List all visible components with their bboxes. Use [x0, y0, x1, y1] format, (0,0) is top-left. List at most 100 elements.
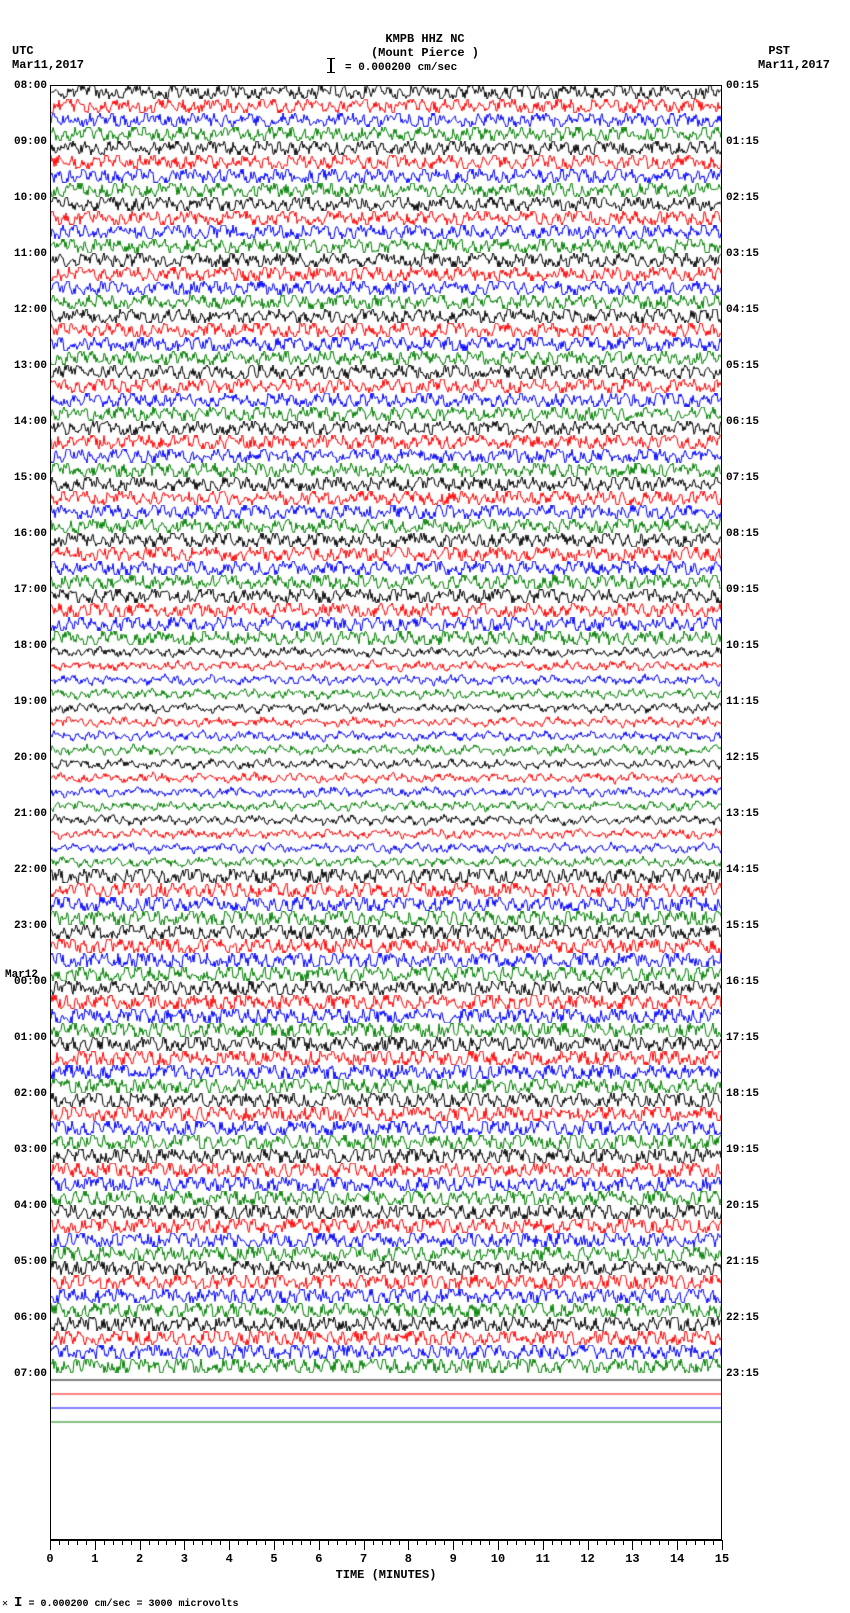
trace-canvas [50, 1065, 722, 1079]
trace-canvas [50, 967, 722, 981]
x-major-tick [319, 1540, 320, 1550]
trace-canvas [50, 1219, 722, 1233]
x-major-tick [677, 1540, 678, 1550]
x-minor-tick [238, 1540, 239, 1545]
utc-hour-label: 11:00 [5, 248, 47, 260]
pst-hour-label: 13:15 [726, 808, 759, 820]
trace-row [50, 463, 722, 477]
x-minor-tick [471, 1540, 472, 1545]
trace-canvas [50, 1121, 722, 1135]
pst-hour-label: 16:15 [726, 976, 759, 988]
trace-canvas [50, 631, 722, 645]
trace-row [50, 1303, 722, 1317]
x-minor-tick [713, 1540, 714, 1545]
utc-hour-label: 17:00 [5, 584, 47, 596]
x-minor-tick [131, 1540, 132, 1545]
trace-row [50, 295, 722, 309]
trace-row [50, 841, 722, 855]
x-major-tick [543, 1540, 544, 1550]
trace-row [50, 1079, 722, 1093]
trace-row [50, 869, 722, 883]
x-minor-tick [202, 1540, 203, 1545]
trace-canvas [50, 603, 722, 617]
trace-canvas [50, 897, 722, 911]
trace-canvas [50, 729, 722, 743]
pst-hour-label: 07:15 [726, 472, 759, 484]
trace-canvas [50, 463, 722, 477]
x-minor-tick [310, 1540, 311, 1545]
x-minor-tick [256, 1540, 257, 1545]
x-tick-label: 1 [91, 1552, 98, 1566]
trace-canvas [50, 575, 722, 589]
trace-row [50, 351, 722, 365]
x-axis-line [50, 1540, 722, 1541]
trace-canvas [50, 827, 722, 841]
trace-canvas [50, 1261, 722, 1275]
trace-row [50, 127, 722, 141]
x-minor-tick [86, 1540, 87, 1545]
x-minor-tick [175, 1540, 176, 1545]
trace-row [50, 421, 722, 435]
x-minor-tick [462, 1540, 463, 1545]
trace-row [50, 1261, 722, 1275]
trace-canvas [50, 1205, 722, 1219]
trace-canvas [50, 323, 722, 337]
pst-hour-label: 22:15 [726, 1312, 759, 1324]
trace-row [50, 281, 722, 295]
pst-hour-label: 23:15 [726, 1368, 759, 1380]
trace-row [50, 1317, 722, 1331]
trace-canvas [50, 1191, 722, 1205]
trace-row [50, 645, 722, 659]
pst-hour-label: 00:15 [726, 80, 759, 92]
trace-canvas [50, 337, 722, 351]
trace-canvas [50, 379, 722, 393]
trace-canvas [50, 407, 722, 421]
trace-canvas [50, 267, 722, 281]
trace-canvas [50, 253, 722, 267]
trace-canvas [50, 1009, 722, 1023]
trace-row [50, 309, 722, 323]
x-minor-tick [122, 1540, 123, 1545]
x-tick-label: 12 [580, 1552, 594, 1566]
trace-row [50, 911, 722, 925]
trace-canvas [50, 477, 722, 491]
trace-row [50, 939, 722, 953]
trace-row [50, 365, 722, 379]
x-minor-tick [435, 1540, 436, 1545]
x-minor-tick [399, 1540, 400, 1545]
x-major-tick [588, 1540, 589, 1550]
scale-text: = 0.000200 cm/sec [345, 62, 457, 74]
x-minor-tick [283, 1540, 284, 1545]
trace-canvas [50, 869, 722, 883]
trace-row [50, 897, 722, 911]
trace-row [50, 687, 722, 701]
x-minor-tick [158, 1540, 159, 1545]
pst-hour-label: 12:15 [726, 752, 759, 764]
trace-row [50, 1331, 722, 1345]
trace-row [50, 813, 722, 827]
x-minor-tick [77, 1540, 78, 1545]
x-major-tick [722, 1540, 723, 1550]
trace-row [50, 379, 722, 393]
trace-row [50, 1023, 722, 1037]
trace-canvas [50, 1023, 722, 1037]
x-tick-label: 5 [270, 1552, 277, 1566]
trace-canvas [50, 519, 722, 533]
trace-row [50, 1135, 722, 1149]
utc-hour-label: 20:00 [5, 752, 47, 764]
trace-canvas [50, 85, 722, 99]
trace-canvas [50, 715, 722, 729]
utc-hour-label: 08:00 [5, 80, 47, 92]
x-major-tick [140, 1540, 141, 1550]
x-minor-tick [516, 1540, 517, 1545]
trace-row [50, 1247, 722, 1261]
trace-row [50, 393, 722, 407]
trace-canvas [50, 1233, 722, 1247]
utc-hour-label: 21:00 [5, 808, 47, 820]
trace-row [50, 1093, 722, 1107]
pst-hour-label: 04:15 [726, 304, 759, 316]
trace-row [50, 827, 722, 841]
trace-canvas [50, 813, 722, 827]
utc-hour-label: 10:00 [5, 192, 47, 204]
x-minor-tick [426, 1540, 427, 1545]
